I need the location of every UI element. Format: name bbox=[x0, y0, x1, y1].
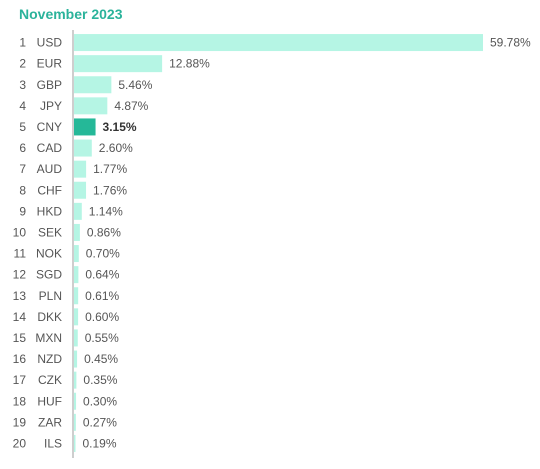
value-label: 1.76% bbox=[93, 183, 127, 197]
bar-sek bbox=[74, 223, 80, 241]
rank-label: 20 bbox=[13, 436, 27, 450]
category-label: NOK bbox=[36, 247, 62, 261]
rank-label: 8 bbox=[19, 183, 26, 197]
bar-usd bbox=[74, 34, 483, 52]
bar-jpy bbox=[74, 97, 108, 115]
category-label: CZK bbox=[38, 373, 62, 387]
value-label: 12.88% bbox=[169, 57, 210, 71]
value-label: 4.87% bbox=[114, 99, 148, 113]
category-label: JPY bbox=[40, 99, 62, 113]
bar-cad bbox=[74, 139, 92, 157]
bar-eur bbox=[74, 55, 163, 73]
category-label: DKK bbox=[37, 310, 62, 324]
value-label: 0.64% bbox=[85, 268, 119, 282]
bar-chf bbox=[74, 181, 87, 199]
bar-hkd bbox=[74, 202, 82, 220]
rank-label: 1 bbox=[19, 36, 26, 50]
category-label: MXN bbox=[35, 331, 62, 345]
rank-label: 13 bbox=[13, 289, 27, 303]
bar-dkk bbox=[74, 308, 79, 326]
category-label: CHF bbox=[37, 183, 62, 197]
value-label: 3.15% bbox=[103, 120, 137, 134]
bar-sgd bbox=[74, 266, 79, 284]
bar-huf bbox=[74, 392, 77, 410]
value-label: 1.77% bbox=[93, 162, 127, 176]
value-label: 0.86% bbox=[87, 225, 121, 239]
bar-cny bbox=[74, 118, 96, 136]
rank-label: 7 bbox=[19, 162, 26, 176]
value-label: 5.46% bbox=[118, 78, 152, 92]
value-label: 0.70% bbox=[86, 247, 120, 261]
value-label: 0.45% bbox=[84, 352, 118, 366]
value-label: 59.78% bbox=[490, 36, 531, 50]
rank-label: 3 bbox=[19, 78, 26, 92]
category-label: PLN bbox=[39, 289, 62, 303]
bar-czk bbox=[74, 371, 77, 389]
rank-label: 18 bbox=[13, 394, 27, 408]
category-label: HKD bbox=[37, 204, 63, 218]
bar-zar bbox=[74, 413, 76, 431]
category-label: CNY bbox=[37, 120, 62, 134]
category-label: CAD bbox=[37, 141, 63, 155]
rank-label: 5 bbox=[19, 120, 26, 134]
rank-label: 15 bbox=[13, 331, 27, 345]
category-label: AUD bbox=[37, 162, 63, 176]
category-label: GBP bbox=[37, 78, 62, 92]
category-label: HUF bbox=[37, 394, 62, 408]
value-label: 0.35% bbox=[83, 373, 117, 387]
chart-title: November 2023 bbox=[19, 6, 123, 22]
rank-label: 12 bbox=[13, 268, 27, 282]
category-label: SEK bbox=[38, 225, 62, 239]
category-label: EUR bbox=[37, 57, 63, 71]
rank-label: 11 bbox=[14, 247, 27, 261]
bar-mxn bbox=[74, 329, 78, 347]
bar-nok bbox=[74, 245, 79, 263]
value-label: 0.60% bbox=[85, 310, 119, 324]
value-label: 0.19% bbox=[83, 436, 117, 450]
rank-label: 14 bbox=[13, 310, 27, 324]
value-label: 1.14% bbox=[89, 204, 123, 218]
bar-gbp bbox=[74, 76, 112, 94]
rank-label: 19 bbox=[13, 415, 27, 429]
rank-label: 10 bbox=[13, 225, 27, 239]
category-label: NZD bbox=[37, 352, 62, 366]
value-label: 0.55% bbox=[85, 331, 119, 345]
category-label: ILS bbox=[44, 436, 62, 450]
rank-label: 6 bbox=[19, 141, 26, 155]
rank-label: 17 bbox=[13, 373, 27, 387]
rank-label: 9 bbox=[19, 204, 26, 218]
category-label: USD bbox=[37, 36, 63, 50]
rank-label: 16 bbox=[13, 352, 27, 366]
category-label: SGD bbox=[36, 268, 62, 282]
category-label: ZAR bbox=[38, 415, 62, 429]
rank-label: 2 bbox=[19, 57, 26, 71]
bar-ils bbox=[74, 434, 76, 452]
bar-pln bbox=[74, 287, 79, 305]
value-label: 0.61% bbox=[85, 289, 119, 303]
value-label: 2.60% bbox=[99, 141, 133, 155]
bar-nzd bbox=[74, 350, 78, 368]
rank-label: 4 bbox=[19, 99, 26, 113]
bar-aud bbox=[74, 160, 87, 178]
value-label: 0.27% bbox=[83, 415, 117, 429]
value-label: 0.30% bbox=[83, 394, 117, 408]
